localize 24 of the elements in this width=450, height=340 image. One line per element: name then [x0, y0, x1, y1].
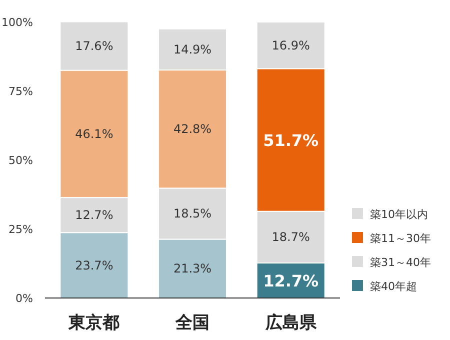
data-label: 17.6%: [75, 39, 114, 54]
data-label: 16.9%: [272, 38, 310, 52]
y-tick-label: 0%: [16, 292, 33, 305]
data-label: 51.7%: [263, 130, 319, 150]
data-label: 46.1%: [75, 126, 114, 141]
data-label: 23.7%: [75, 258, 114, 272]
y-tick-label: 75%: [8, 85, 33, 98]
data-label: 18.7%: [272, 230, 310, 244]
y-tick-label: 25%: [8, 223, 33, 236]
legend-label: 築40年超: [370, 280, 417, 293]
data-label: 21.3%: [173, 262, 212, 276]
data-label: 12.7%: [75, 208, 114, 222]
legend-label: 築31～40年: [370, 256, 431, 269]
y-tick-label: 100%: [2, 16, 33, 29]
x-tick-label: 広島県: [264, 313, 318, 333]
data-label: 14.9%: [173, 42, 212, 56]
x-tick-label: 全国: [174, 313, 210, 333]
legend-label: 築11～30年: [370, 232, 431, 245]
x-tick-label: 東京都: [68, 313, 120, 333]
y-tick-label: 50%: [8, 154, 33, 167]
legend-label: 築10年以内: [370, 208, 428, 221]
data-label: 12.7%: [263, 271, 319, 290]
data-label: 42.8%: [173, 122, 212, 136]
data-label: 18.5%: [173, 206, 212, 221]
